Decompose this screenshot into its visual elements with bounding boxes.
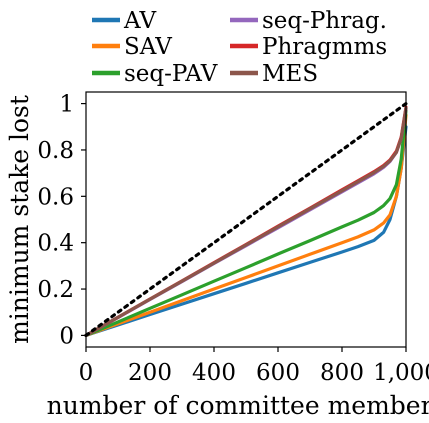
series-line-sav bbox=[84, 113, 408, 337]
legend-label-phragmms: Phragmms bbox=[262, 34, 387, 60]
x-tick-label: 800 bbox=[320, 360, 364, 386]
y-tick-label: 1 bbox=[59, 92, 74, 118]
y-tick-label: 0.2 bbox=[37, 277, 74, 303]
legend-label-av: AV bbox=[123, 8, 156, 34]
y-tick-label: 0.4 bbox=[37, 231, 74, 257]
reference-diagonal-line bbox=[84, 101, 408, 338]
series-line-av bbox=[84, 125, 408, 337]
x-tick-label: 600 bbox=[256, 360, 300, 386]
plot-area bbox=[84, 91, 408, 348]
x-axis-label: number of committee members bbox=[47, 391, 429, 420]
y-tick-label: 0 bbox=[59, 323, 74, 349]
x-tick-label: 400 bbox=[192, 360, 236, 386]
legend-label-mes: MES bbox=[262, 61, 318, 87]
x-tick-label: 1,000 bbox=[373, 360, 429, 386]
legend-label-seq-phrag: seq-Phrag. bbox=[262, 8, 387, 34]
reference-layer bbox=[84, 101, 408, 338]
axes-frame bbox=[85, 91, 407, 348]
y-axis-label: minimum stake lost bbox=[5, 95, 34, 344]
series-layer bbox=[84, 105, 408, 337]
series-line-seq-pav bbox=[84, 108, 408, 337]
x-tick-label: 200 bbox=[128, 360, 172, 386]
legend-label-sav: SAV bbox=[124, 34, 172, 60]
series-line-mes bbox=[84, 106, 408, 337]
y-tick-label: 0.8 bbox=[37, 138, 74, 164]
x-tick-label: 0 bbox=[79, 360, 94, 386]
x-axis: 0 200 400 600 800 1,000 bbox=[79, 347, 429, 386]
legend-label-seq-pav: seq-PAV bbox=[124, 61, 218, 87]
y-tick-label: 0.6 bbox=[37, 184, 74, 210]
y-axis: 0 0.2 0.4 0.6 0.8 1 bbox=[37, 92, 86, 349]
